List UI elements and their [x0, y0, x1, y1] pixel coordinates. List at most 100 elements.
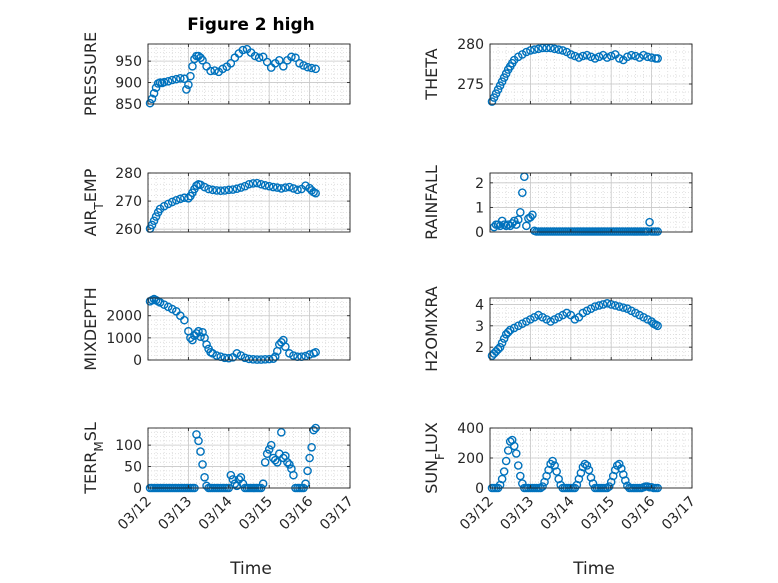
- axes-box: [489, 297, 693, 361]
- y-tick-label: 400: [457, 421, 484, 437]
- data-point: [501, 69, 511, 78]
- data-point: [232, 184, 242, 194]
- data-point: [293, 185, 302, 195]
- data-point: [299, 61, 308, 70]
- data-point: [258, 52, 268, 62]
- data-point: [528, 210, 537, 220]
- y-axis-label: TERRMSL: [81, 422, 106, 495]
- data-point: [554, 45, 563, 54]
- data-point: [590, 302, 600, 311]
- x-tick-label: 03/13: [497, 494, 537, 534]
- data-point: [291, 53, 300, 63]
- y-tick-label: 0: [475, 225, 484, 241]
- data-point: [266, 440, 276, 450]
- data-point: [180, 193, 189, 203]
- data-point: [198, 460, 207, 469]
- data-point: [188, 335, 197, 345]
- data-point: [497, 338, 507, 348]
- y-tick-label: 280: [457, 37, 484, 53]
- subplot-terr-msl: 0 50 100 03/12 03/13 03/14 03/15 03/16 03/17 TERR…: [81, 422, 357, 533]
- data-point: [507, 219, 517, 228]
- data-point: [196, 53, 205, 63]
- data-point: [260, 181, 270, 190]
- y-tick-label: 850: [115, 97, 142, 113]
- data-point: [614, 302, 624, 311]
- data-point: [287, 52, 296, 62]
- data-point: [582, 461, 592, 470]
- data-point: [526, 212, 535, 222]
- subplot-pressure: 850 900 950 PRESSURE: [81, 32, 351, 116]
- data-point: [244, 179, 254, 189]
- data-point: [614, 54, 624, 63]
- data-point: [244, 354, 254, 364]
- data-point: [602, 53, 612, 62]
- subplot-h2omixra: 2 3 4 H2OMIXRA: [422, 286, 693, 372]
- subplot-theta: 275 280 THETA: [422, 37, 693, 106]
- x-tick-label: 03/15: [578, 494, 618, 534]
- data-point: [272, 183, 282, 192]
- data-point: [647, 53, 656, 62]
- data-point: [228, 475, 238, 484]
- data-point: [566, 50, 576, 59]
- data-point: [224, 185, 234, 195]
- y-tick-label: 270: [115, 194, 142, 210]
- data-point: [522, 47, 531, 57]
- data-point: [163, 76, 173, 86]
- data-point: [582, 50, 592, 60]
- data-point: [530, 45, 539, 54]
- data-point: [305, 453, 314, 463]
- y-axis-label: SUNFLUX: [422, 422, 447, 494]
- x-tick-label: 03/14: [196, 493, 236, 533]
- data-point: [516, 208, 525, 217]
- data-point: [252, 178, 262, 188]
- data-point: [495, 81, 505, 90]
- data-point: [202, 340, 211, 349]
- y-tick-label: 260: [115, 222, 142, 238]
- data-point: [645, 217, 654, 227]
- data-point: [281, 342, 290, 352]
- data-point: [274, 55, 284, 65]
- y-tick-label: 200: [457, 451, 484, 467]
- data-point: [610, 465, 620, 475]
- data-point: [194, 436, 203, 446]
- data-point: [574, 53, 584, 62]
- y-tick-label: 2: [475, 340, 484, 356]
- y-tick-label: 280: [115, 166, 142, 182]
- axes-box: [147, 43, 351, 105]
- axes-box: [147, 172, 351, 233]
- data-point: [192, 181, 201, 190]
- data-point: [621, 476, 630, 485]
- data-point: [594, 52, 604, 62]
- data-point: [167, 197, 177, 207]
- data-point: [491, 89, 501, 98]
- data-point: [619, 303, 628, 312]
- subplot-grid: 850 900 950 PRESSURE 275 280 THETA 260 270 280 AIR…: [81, 32, 699, 533]
- data-point: [277, 184, 286, 193]
- data-point: [653, 227, 662, 236]
- x-tick-label: 03/14: [538, 493, 578, 533]
- y-axis-label: MIXDEPTH: [81, 287, 100, 370]
- data-point: [285, 182, 294, 192]
- y-tick-label: 3: [475, 319, 484, 335]
- data-point: [198, 328, 207, 337]
- data-point: [303, 466, 312, 476]
- data-point: [194, 326, 203, 336]
- x-axis-label-right: Time: [572, 559, 615, 579]
- subplot-rainfall: 0 1 2 RAINFALL: [422, 165, 693, 241]
- data-point: [303, 62, 312, 72]
- subplot-mixdepth: 0 1000 2000 MIXDEPTH: [81, 287, 351, 371]
- data-point: [497, 77, 507, 86]
- data-point: [184, 193, 193, 203]
- data-point: [590, 54, 600, 63]
- data-point: [212, 186, 221, 195]
- y-tick-label: 2000: [106, 309, 142, 325]
- data-point: [552, 467, 561, 476]
- data-point: [495, 221, 505, 231]
- data-point: [578, 51, 588, 61]
- x-tick-label: 03/16: [619, 493, 659, 533]
- data-point: [151, 212, 161, 221]
- data-point: [307, 442, 316, 452]
- data-point: [311, 188, 320, 198]
- data-point: [149, 88, 159, 98]
- data-point: [184, 80, 193, 90]
